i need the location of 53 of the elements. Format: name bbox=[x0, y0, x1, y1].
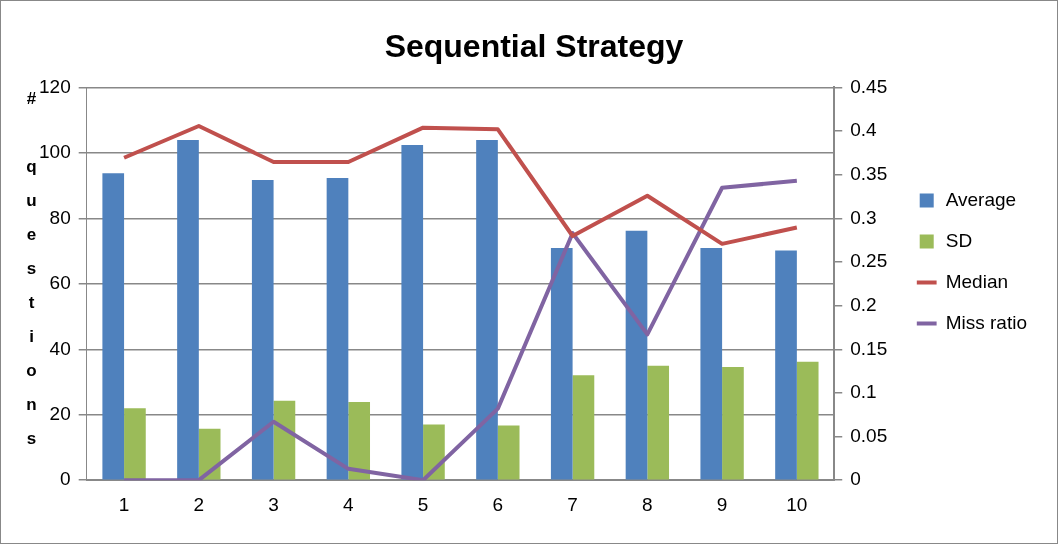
bar bbox=[497, 425, 520, 480]
bar bbox=[423, 424, 445, 480]
y2-tick-label: 0.05 bbox=[850, 424, 888, 446]
legend-label: SD bbox=[945, 229, 973, 251]
x-tick-label: 10 bbox=[786, 493, 808, 515]
x-tick-label: 2 bbox=[193, 493, 205, 515]
x-tick-label: 1 bbox=[118, 493, 130, 515]
y2-tick-label: 0.1 bbox=[850, 381, 877, 403]
y-tick-label: 100 bbox=[39, 141, 71, 163]
x-tick-label: 8 bbox=[642, 493, 653, 515]
y-tick-label: 0 bbox=[60, 468, 71, 490]
x-tick-label: 6 bbox=[492, 493, 504, 515]
y-tick-label: 20 bbox=[49, 402, 71, 424]
y2-tick-label: 0.4 bbox=[850, 119, 878, 141]
y2-tick-label: 0 bbox=[850, 468, 861, 490]
bar bbox=[722, 366, 744, 480]
bar bbox=[273, 400, 296, 480]
y2-tick-label: 0.15 bbox=[850, 337, 888, 359]
bar bbox=[476, 140, 498, 480]
y-tick-label: 120 bbox=[39, 75, 71, 97]
x-tick-label: 5 bbox=[417, 493, 429, 515]
bar bbox=[550, 248, 573, 480]
x-tick-label: 3 bbox=[268, 493, 279, 515]
bar bbox=[177, 140, 199, 480]
bar bbox=[251, 180, 274, 480]
bar bbox=[326, 178, 349, 480]
y-tick-label: 40 bbox=[49, 337, 71, 359]
bar bbox=[647, 365, 670, 480]
bar bbox=[198, 428, 221, 480]
bar bbox=[124, 408, 146, 480]
bar bbox=[775, 250, 797, 480]
y-tick-label: 80 bbox=[49, 206, 71, 228]
y2-tick-label: 0.45 bbox=[850, 75, 888, 97]
y2-tick-label: 0.2 bbox=[850, 293, 877, 315]
legend-label: Average bbox=[945, 188, 1017, 210]
y2-tick-label: 0.3 bbox=[850, 206, 877, 228]
legend-label: Median bbox=[945, 270, 1009, 292]
legend-label: Miss ratio bbox=[945, 311, 1028, 333]
bar bbox=[348, 401, 371, 480]
y-tick-label: 60 bbox=[49, 272, 71, 294]
bar bbox=[625, 230, 648, 480]
bar bbox=[401, 145, 424, 480]
y2-tick-label: 0.25 bbox=[850, 250, 888, 272]
bar bbox=[572, 375, 595, 480]
x-tick-label: 9 bbox=[716, 493, 728, 515]
y2-tick-label: 0.35 bbox=[850, 162, 888, 184]
bar bbox=[102, 173, 125, 480]
bar bbox=[700, 248, 723, 480]
chart-title: Sequential Strategy bbox=[384, 28, 684, 65]
x-tick-label: 4 bbox=[343, 493, 355, 515]
y-axis-title: # questions bbox=[21, 89, 41, 464]
x-tick-label: 7 bbox=[567, 493, 578, 515]
bar bbox=[796, 361, 819, 480]
